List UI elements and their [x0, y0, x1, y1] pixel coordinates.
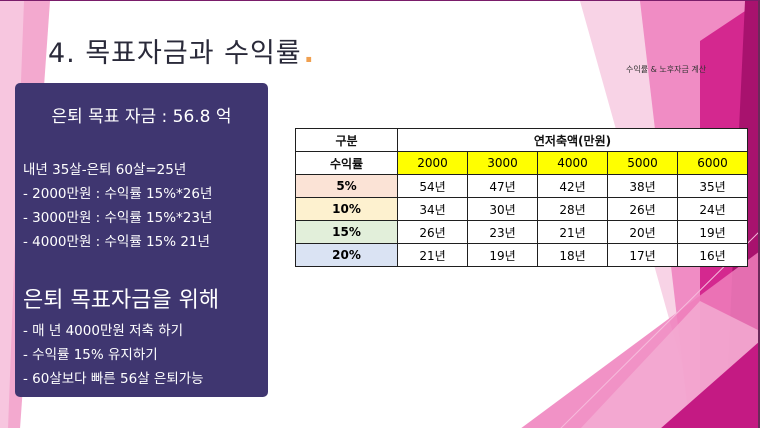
years-cell: 18년 [537, 243, 608, 267]
column-header: 5000 [607, 151, 678, 175]
panel-bullet: - 매 년 4000만원 저축 하기 [23, 323, 184, 339]
table-subheader-row: 수익률 2000 3000 4000 5000 6000 [295, 151, 749, 175]
years-cell: 38년 [607, 174, 678, 198]
summary-panel: 은퇴 목표 자금 : 56.8 억 내년 35살-은퇴 60살=25년 - 20… [15, 83, 268, 397]
years-cell: 54년 [397, 174, 468, 198]
years-cell: 19년 [467, 243, 538, 267]
table-row: 20% 21년 19년 18년 17년 16년 [295, 243, 749, 267]
panel-bullet: - 수익률 15% 유지하기 [23, 347, 158, 363]
table-row: 10% 34년 30년 28년 26년 24년 [295, 197, 749, 221]
years-cell: 34년 [397, 197, 468, 221]
column-header: 3000 [467, 151, 538, 175]
savings-group-header: 연저축액(만원) [396, 128, 749, 152]
panel-line: 내년 35살-은퇴 60살=25년 [23, 162, 187, 178]
panel-heading: 은퇴 목표자금을 위해 [23, 288, 220, 313]
years-cell: 21년 [537, 220, 608, 244]
rate-cell: 5% [295, 174, 398, 198]
years-cell: 21년 [397, 243, 468, 267]
panel-bullet: - 60살보다 빠른 56살 은퇴가능 [23, 371, 204, 387]
bottom-deep-fan [661, 342, 758, 428]
years-cell: 26년 [607, 197, 678, 221]
years-cell: 24년 [676, 197, 749, 221]
table-header-row: 구분 연저축액(만원) [295, 128, 749, 152]
slide-title-text: 4. 목표자금과 수익률 [48, 38, 302, 69]
years-cell: 23년 [467, 220, 538, 244]
table-row: 5% 54년 47년 42년 38년 35년 [295, 174, 749, 198]
corner-header: 구분 [295, 128, 398, 152]
years-cell: 19년 [676, 220, 749, 244]
rate-cell: 20% [295, 243, 398, 267]
years-cell: 20년 [607, 220, 678, 244]
years-cell: 17년 [607, 243, 678, 267]
savings-rate-table: 구분 연저축액(만원) 수익률 2000 3000 4000 5000 6000… [295, 128, 749, 267]
title-accent-dot: . [303, 38, 315, 69]
column-header: 6000 [676, 151, 749, 175]
rate-header: 수익률 [295, 151, 398, 175]
rate-cell: 10% [295, 197, 398, 221]
rate-cell: 15% [295, 220, 398, 244]
years-cell: 47년 [467, 174, 538, 198]
slide-subtitle: 수익률 & 노후자금 계산 [626, 65, 707, 74]
column-header: 2000 [397, 151, 468, 175]
years-cell: 28년 [537, 197, 608, 221]
slide-title: 4. 목표자금과 수익률. [48, 31, 315, 70]
panel-line: - 2000만원 : 수익률 15%*26년 [23, 186, 213, 202]
years-cell: 42년 [537, 174, 608, 198]
table-row: 15% 26년 23년 21년 20년 19년 [295, 220, 749, 244]
panel-line: - 4000만원 : 수익률 15% 21년 [23, 234, 210, 250]
years-cell: 30년 [467, 197, 538, 221]
years-cell: 35년 [676, 174, 749, 198]
panel-line: - 3000만원 : 수익률 15%*23년 [23, 210, 213, 226]
years-cell: 16년 [676, 243, 749, 267]
column-header: 4000 [537, 151, 608, 175]
years-cell: 26년 [397, 220, 468, 244]
retirement-goal: 은퇴 목표 자금 : 56.8 억 [51, 107, 232, 127]
